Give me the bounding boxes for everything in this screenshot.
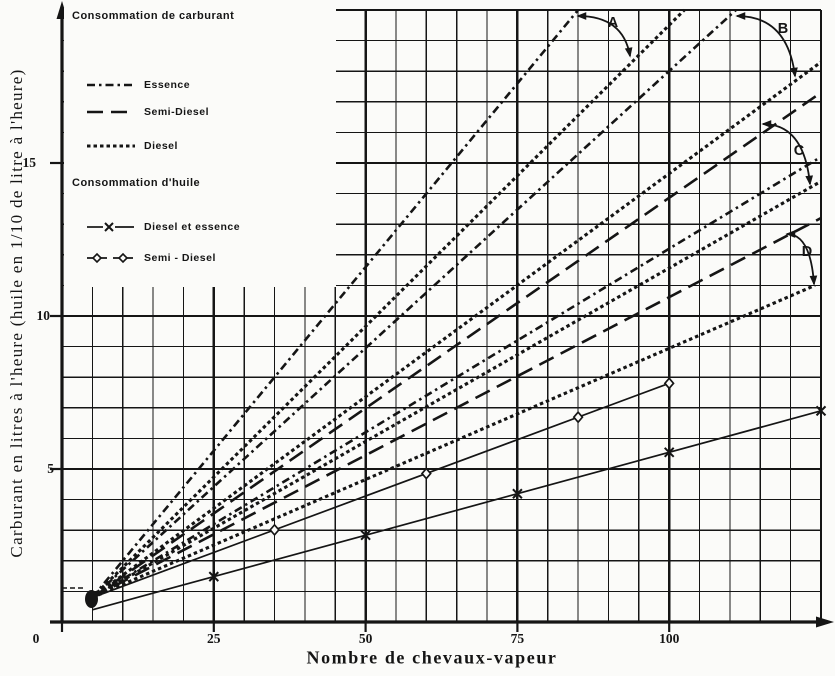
- legend-line-sample-diesel: [87, 144, 135, 148]
- legend-line-sample-huile-x: [87, 222, 134, 232]
- legend-section-title-1: Consommation de carburant: [72, 10, 235, 22]
- y-tick-label-5: 5: [47, 461, 54, 476]
- group-label-B: B: [777, 21, 789, 37]
- series-groupe-B-tirets: [91, 9, 737, 599]
- x-marker: [360, 529, 371, 541]
- legend-item-label-huile-diesel-essence: Diesel et essence: [144, 221, 241, 233]
- series-intermediaire-tirets: [91, 155, 822, 599]
- group-label-C: C: [793, 143, 805, 159]
- y-tick-label-10: 10: [36, 308, 51, 323]
- diamond-marker: [572, 410, 584, 424]
- x-tick-label-75: 75: [510, 631, 525, 646]
- x-tick-label-25: 25: [207, 631, 221, 646]
- legend-item-label-semi-diesel: Semi-Diesel: [144, 106, 210, 118]
- x-marker: [663, 447, 675, 458]
- legend-line-sample-essence: [87, 83, 135, 87]
- y-tick-label-15: 15: [22, 155, 37, 170]
- x-marker: [815, 405, 827, 417]
- x-tick-label-50: 50: [358, 631, 373, 646]
- legend-item-label-diesel: Diesel: [144, 140, 178, 152]
- diamond-marker: [269, 523, 280, 537]
- series-groupe-C-plein: [91, 180, 822, 599]
- x-axis-arrow: [816, 616, 834, 628]
- arc-C: [761, 120, 813, 186]
- legend-item-label-huile-semi-diesel: Semi - Diesel: [144, 252, 216, 264]
- group-label-D: D: [801, 244, 813, 260]
- x-marker: [208, 571, 220, 582]
- x-tick-label-0: 0: [32, 631, 40, 646]
- legend-line-sample-huile-losange: [87, 252, 133, 264]
- diamond-marker: [663, 377, 675, 390]
- series-groupe-A-tirets: [91, 9, 580, 599]
- group-arcs: [576, 12, 818, 286]
- series-groupe-D-tirets: [91, 216, 822, 599]
- legend-line-sample-semi-diesel: [87, 110, 135, 114]
- diamond-marker: [420, 467, 432, 480]
- series-huile-semi-diesel: [92, 377, 675, 599]
- x-tick-label-100: 100: [659, 631, 680, 646]
- series-groupe-C-tirets: [91, 91, 822, 599]
- axes: [50, 1, 834, 632]
- series-huile-diesel-essence: [92, 405, 827, 611]
- x-marker: [512, 488, 523, 499]
- arc-D: [785, 230, 818, 286]
- group-label-A: A: [607, 15, 619, 31]
- legend-item-label-essence: Essence: [144, 79, 191, 91]
- series-groupe-D-plein: [91, 283, 816, 599]
- x-axis-title: Nombre de chevaux-vapeur: [306, 647, 558, 668]
- legend-section-title-2: Consommation d'huile: [72, 177, 201, 189]
- series-groupe-A-plein: [91, 8, 686, 599]
- series-groupe-B-plein: [91, 60, 822, 599]
- arc-B: [735, 12, 798, 78]
- y-axis-title: Carburant en litres à l'heure (huile en …: [7, 68, 26, 558]
- data-series: [91, 8, 827, 611]
- legend: Consommation de carburant Essence Semi-Die…: [64, 8, 336, 287]
- fan-origin: [62, 587, 98, 608]
- arc-A: [576, 12, 633, 58]
